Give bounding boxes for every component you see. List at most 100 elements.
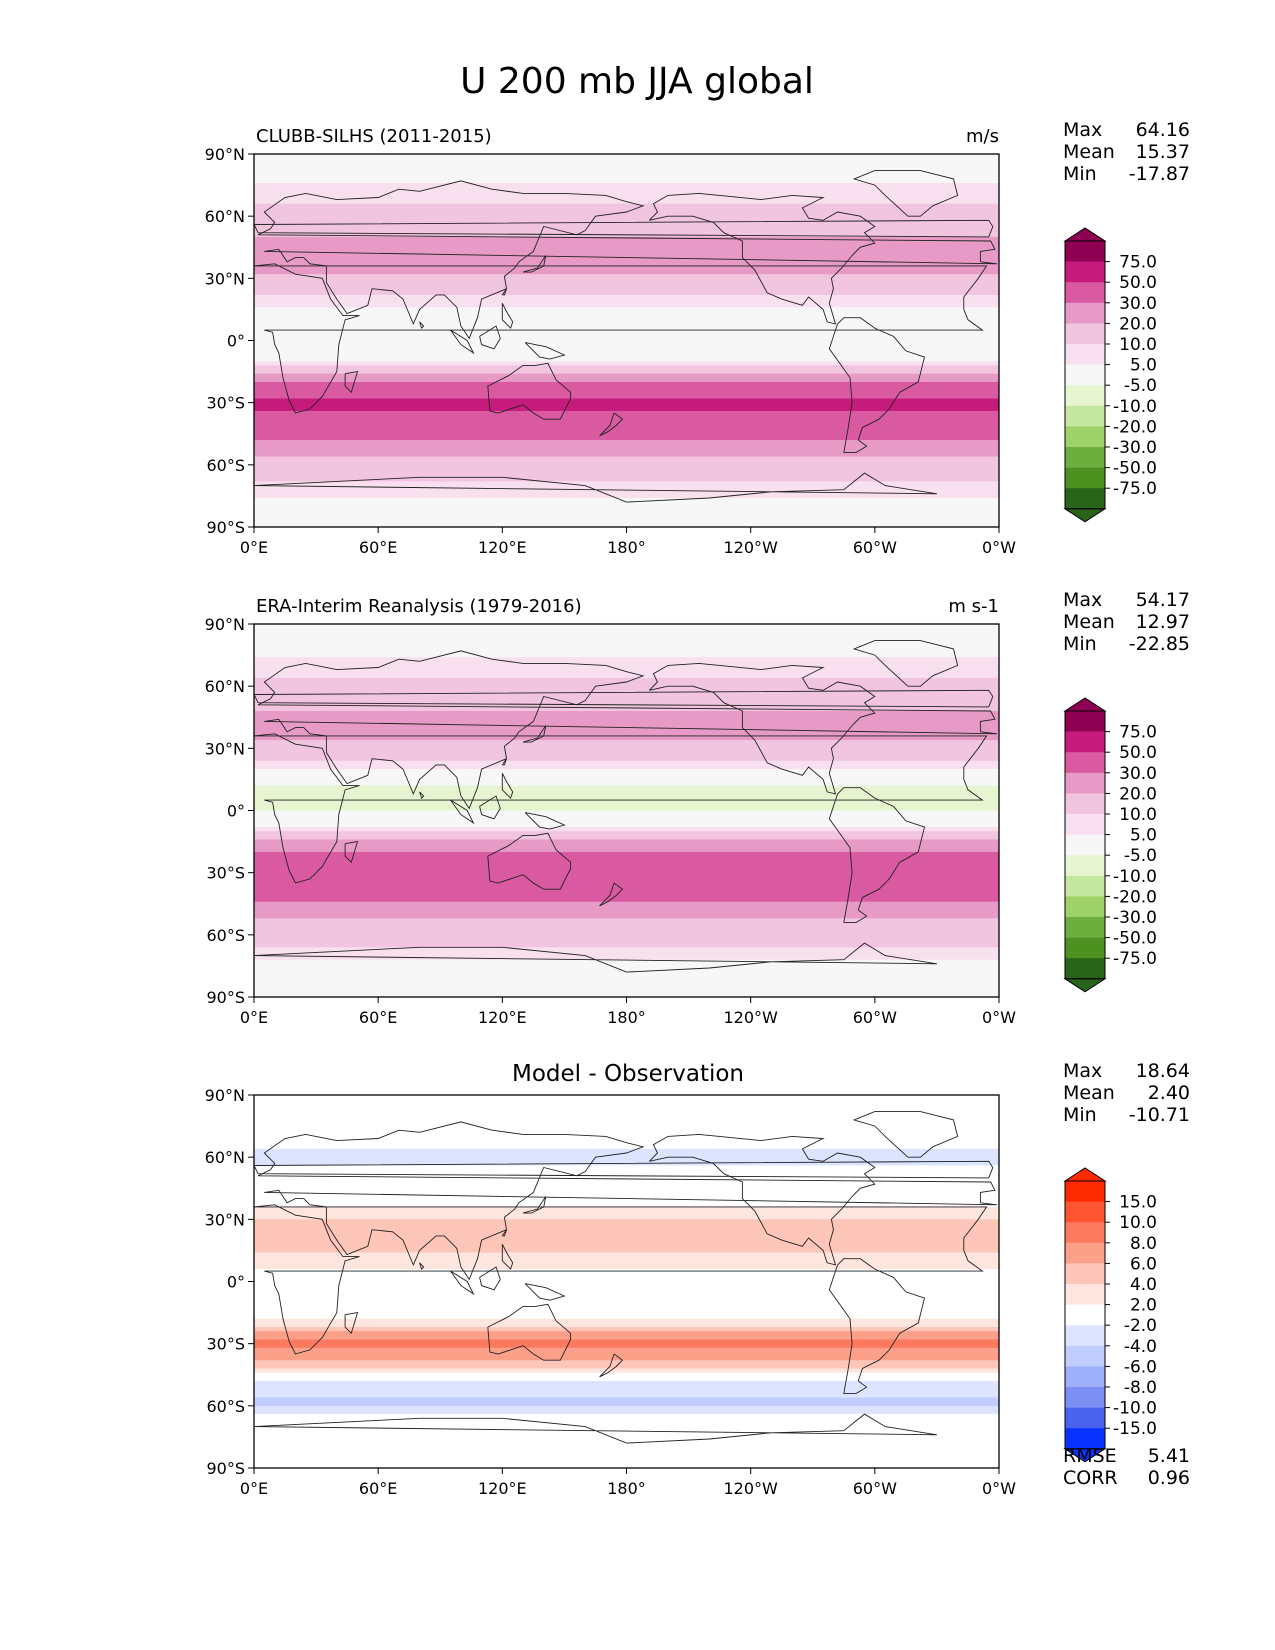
contour-band	[254, 522, 999, 527]
colorbar-label: 30.0	[1119, 294, 1157, 314]
coastline	[479, 1266, 501, 1291]
colorbar-label: -50.0	[1113, 459, 1157, 479]
contour-band	[254, 1256, 999, 1262]
coastline	[648, 1133, 876, 1266]
contour-band	[254, 984, 999, 990]
colorbar-label: 20.0	[1119, 314, 1157, 334]
contour-band	[254, 889, 999, 894]
colorbar-label: -6.0	[1124, 1357, 1157, 1377]
figure-title: U 200 mb JJA global	[460, 61, 814, 102]
contour-band	[254, 1289, 999, 1295]
colorbar-label: -10.0	[1113, 867, 1157, 887]
contour-band	[254, 992, 999, 997]
contour-band	[254, 632, 999, 638]
colorbar-label: -2.0	[1124, 1316, 1157, 1336]
coastline	[501, 302, 514, 329]
contour-band	[254, 315, 999, 321]
colorbar-swatch	[1065, 1201, 1105, 1223]
colorbar-swatch	[1065, 855, 1105, 877]
contour-band	[254, 1119, 999, 1125]
contour-band	[254, 1281, 999, 1287]
contour-band	[254, 336, 999, 342]
contour-band	[254, 1153, 999, 1158]
contour-band	[254, 1380, 999, 1386]
colorbar-label: 2.0	[1130, 1296, 1157, 1316]
contour-band	[254, 1451, 999, 1457]
contour-band	[254, 1264, 999, 1270]
colorbar-swatch	[1065, 711, 1105, 732]
contour-band	[254, 1426, 999, 1432]
contour-band	[254, 1335, 999, 1341]
contour-band	[254, 715, 999, 720]
contour-band	[254, 162, 999, 168]
contour-band	[254, 661, 999, 667]
lat-tick-label: 30°S	[206, 394, 245, 413]
contour-band	[254, 918, 999, 923]
colorbar-swatch	[1065, 896, 1105, 918]
contour-band	[254, 1244, 999, 1249]
lat-tick-label: 60°N	[205, 1148, 245, 1167]
contour-band	[254, 369, 999, 375]
colorbar-swatch	[1065, 1387, 1105, 1408]
contour-band	[254, 485, 999, 491]
contour-band	[254, 166, 999, 172]
colorbar-outline	[1064, 1180, 1106, 1450]
colorbar-outline	[1064, 240, 1106, 510]
colorbar-swatch	[1065, 793, 1105, 815]
contour-band	[254, 893, 999, 899]
contour-band	[254, 489, 999, 495]
contour-band	[254, 1248, 999, 1254]
contour-band	[254, 752, 999, 758]
coastline	[419, 791, 425, 799]
colorbar-label: 10.0	[1119, 805, 1157, 825]
contour-band	[254, 257, 999, 263]
lat-tick-label: 90°S	[206, 988, 245, 1007]
stat-max-label: Max	[1063, 119, 1102, 141]
contour-band	[254, 909, 999, 915]
colorbar-label: 20.0	[1119, 784, 1157, 804]
contour-band	[254, 1372, 999, 1378]
contour-band	[254, 648, 999, 654]
contour-band	[254, 922, 999, 928]
contour-band	[254, 789, 999, 795]
colorbar-label: -5.0	[1124, 846, 1157, 866]
colorbar-extend-max	[1063, 1167, 1107, 1182]
contour-band	[254, 847, 999, 853]
rmse-label: RMSE	[1063, 1445, 1117, 1467]
colorbar-swatch	[1065, 1345, 1105, 1367]
contour-band	[254, 810, 999, 816]
contour-band	[254, 1157, 999, 1162]
contour-band	[254, 361, 999, 366]
coastline	[524, 812, 566, 830]
lon-tick-label: 0°E	[240, 1479, 268, 1498]
contour-band	[254, 905, 999, 911]
contour-band	[254, 427, 999, 433]
contour-band	[254, 452, 999, 458]
contour-band	[254, 1128, 999, 1133]
coastline	[828, 787, 926, 923]
coastline	[257, 180, 997, 340]
contour-band	[254, 1409, 999, 1415]
contour-band	[254, 1115, 999, 1121]
lat-tick-label: 60°S	[206, 926, 245, 945]
lon-tick-label: 180°	[607, 1479, 646, 1498]
contour-band	[254, 444, 999, 449]
contour-band	[254, 1322, 999, 1328]
stats-box-model: Max 64.16 Mean 15.37 Min -17.87	[1063, 119, 1190, 185]
panel-model: 90°N 60°N 30°N 0° 30°S 60°S 90°S0°E 60°E 120°E 18…	[205, 119, 1190, 557]
contour-band	[254, 1393, 999, 1399]
coastline	[450, 1270, 475, 1296]
contour-band	[254, 460, 999, 466]
lon-tick-label: 60°E	[359, 1008, 397, 1027]
colorbar-label: -10.0	[1113, 1399, 1157, 1419]
colorbar-label: 10.0	[1119, 1213, 1157, 1233]
contour-band	[254, 174, 999, 180]
lat-tick-label: 30°S	[206, 1335, 245, 1354]
coastline	[524, 342, 566, 360]
contour-band	[254, 951, 999, 957]
colorbar-label: -75.0	[1113, 949, 1157, 969]
colorbar-label: -4.0	[1124, 1337, 1157, 1357]
contour-band	[254, 265, 999, 271]
contour-band	[254, 203, 999, 209]
panel-left-title: CLUBB-SILHS (2011-2015)	[256, 126, 492, 147]
